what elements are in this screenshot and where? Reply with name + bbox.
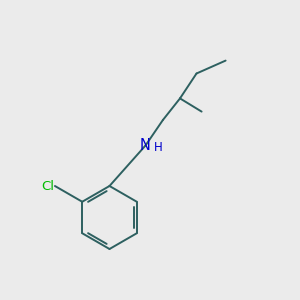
Text: N: N: [140, 138, 151, 153]
Text: H: H: [154, 141, 163, 154]
Text: Cl: Cl: [41, 179, 54, 193]
